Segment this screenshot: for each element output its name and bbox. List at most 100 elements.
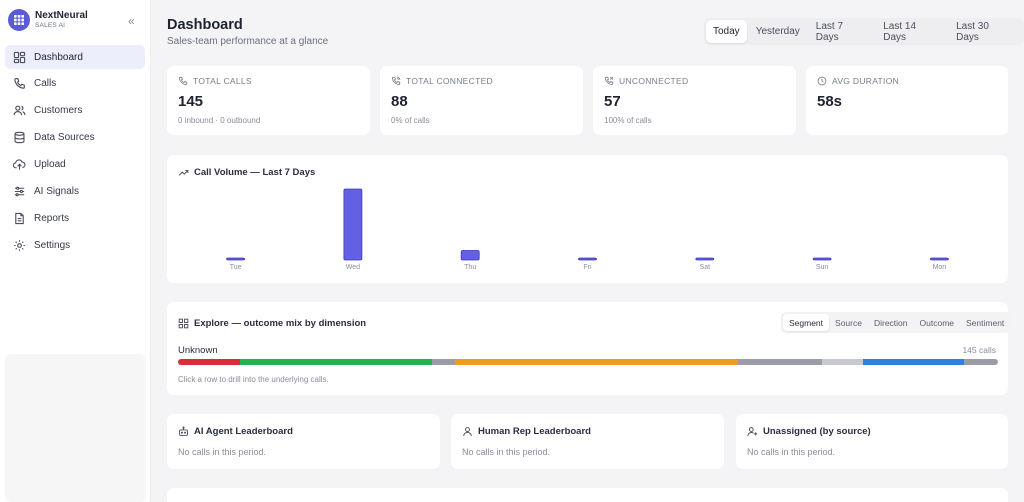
stat-label: TOTAL CALLS bbox=[193, 76, 252, 86]
bar-wed[interactable] bbox=[343, 188, 363, 261]
bar-thu[interactable] bbox=[460, 250, 480, 261]
report-icon bbox=[13, 212, 26, 225]
tab-yesterday[interactable]: Yesterday bbox=[755, 26, 800, 37]
sidebar-item-label: Upload bbox=[34, 159, 66, 171]
empty-state: No calls in this period. bbox=[747, 447, 836, 457]
leaderboard-title: AI Agent Leaderboard bbox=[194, 426, 293, 437]
phone-missed-icon bbox=[604, 76, 614, 86]
mix-segment[interactable] bbox=[822, 359, 863, 365]
user-plus-icon bbox=[747, 427, 758, 436]
x-tick-label: Tue bbox=[230, 264, 242, 271]
stat-card-total-connected[interactable]: TOTAL CONNECTED 88 0% of calls bbox=[380, 66, 583, 135]
stat-card-total-calls[interactable]: TOTAL CALLS 145 0 inbound · 0 outbound bbox=[167, 66, 370, 135]
sidebar-item-customers[interactable]: Customers bbox=[5, 99, 145, 123]
stat-note: 0 inbound · 0 outbound bbox=[178, 116, 261, 125]
mix-row-label[interactable]: Unknown bbox=[178, 345, 218, 356]
sidebar-item-data-sources[interactable]: Data Sources bbox=[5, 126, 145, 150]
stat-value: 58s bbox=[817, 93, 843, 110]
bar-sat[interactable] bbox=[695, 257, 715, 261]
empty-state: No calls in this period. bbox=[178, 447, 267, 457]
stat-label: UNCONNECTED bbox=[619, 76, 689, 86]
sidebar-item-ai-signals[interactable]: AI Signals bbox=[5, 179, 145, 203]
call-volume-card: Call Volume — Last 7 Days Tue Wed Thu Fri Sa… bbox=[167, 155, 1008, 283]
stat-note: 100% of calls bbox=[604, 116, 652, 125]
database-icon bbox=[13, 131, 26, 144]
sidebar-item-dashboard[interactable]: Dashboard bbox=[5, 45, 145, 69]
sidebar-nav: Dashboard Calls Customers Data Sources U… bbox=[5, 45, 145, 260]
gear-icon bbox=[13, 239, 26, 252]
users-icon bbox=[13, 104, 26, 117]
stat-value: 57 bbox=[604, 93, 621, 110]
sidebar-footer-panel bbox=[5, 354, 146, 502]
sidebar-item-label: Customers bbox=[34, 105, 83, 117]
mix-row-count: 145 calls bbox=[962, 345, 996, 355]
tab-today[interactable]: Today bbox=[706, 20, 747, 43]
call-volume-chart: Tue Wed Thu Fri Sat Sun Mon bbox=[226, 188, 949, 271]
stat-note: 0% of calls bbox=[391, 116, 430, 125]
bar-sun[interactable] bbox=[812, 257, 832, 261]
outcome-mix-bar[interactable] bbox=[178, 359, 998, 365]
mix-segment[interactable] bbox=[239, 359, 433, 365]
collapse-sidebar-icon[interactable]: « bbox=[128, 14, 135, 28]
page-title: Dashboard bbox=[167, 17, 243, 33]
unassigned-leaderboard: Unassigned (by source) No calls in this … bbox=[736, 414, 1008, 469]
page-subtitle: Sales-team performance at a glance bbox=[167, 36, 329, 47]
mix-segment[interactable] bbox=[432, 359, 456, 365]
sidebar-item-label: Reports bbox=[34, 212, 70, 224]
leaderboard-title: Human Rep Leaderboard bbox=[478, 426, 591, 437]
mix-segment[interactable] bbox=[862, 359, 965, 365]
phone-icon bbox=[13, 77, 26, 90]
explore-card: Explore — outcome mix by dimension Segme… bbox=[167, 302, 1013, 395]
grid-icon bbox=[178, 318, 189, 329]
tab-last-14-days[interactable]: Last 14 Days bbox=[883, 20, 917, 43]
sidebar-item-reports[interactable]: Reports bbox=[5, 206, 145, 230]
stat-label: TOTAL CONNECTED bbox=[406, 76, 493, 86]
tab-segment[interactable]: Segment bbox=[783, 314, 830, 331]
tab-sentiment[interactable]: Sentiment bbox=[966, 317, 1005, 328]
stat-value: 88 bbox=[391, 93, 408, 110]
mix-segment[interactable] bbox=[455, 359, 739, 365]
user-icon bbox=[463, 427, 472, 436]
dimension-tabs: Segment Source Direction Outcome Sentime… bbox=[781, 312, 1013, 333]
mix-segment[interactable] bbox=[964, 359, 998, 365]
clock-icon bbox=[817, 76, 827, 86]
brand-name: NextNeural bbox=[35, 9, 88, 21]
main-content: Dashboard Sales-team performance at a gl… bbox=[151, 0, 1024, 502]
x-tick-label: Thu bbox=[464, 264, 476, 271]
bar-tue[interactable] bbox=[226, 257, 245, 261]
tab-last-30-days[interactable]: Last 30 Days bbox=[956, 20, 989, 43]
human-rep-leaderboard: Human Rep Leaderboard No calls in this p… bbox=[451, 414, 724, 469]
call-volume-title: Call Volume — Last 7 Days bbox=[194, 167, 316, 178]
bar-fri[interactable] bbox=[578, 257, 597, 261]
phone-icon bbox=[178, 76, 188, 86]
trend-icon bbox=[178, 170, 189, 176]
stat-card-unconnected[interactable]: UNCONNECTED 57 100% of calls bbox=[593, 66, 796, 135]
mix-segment[interactable] bbox=[738, 359, 823, 365]
sidebar-item-upload[interactable]: Upload bbox=[5, 153, 145, 177]
sidebar-item-label: AI Signals bbox=[34, 185, 80, 197]
dashboard-icon bbox=[13, 51, 26, 64]
sidebar-item-settings[interactable]: Settings bbox=[5, 233, 145, 257]
stat-label: AVG DURATION bbox=[832, 76, 900, 86]
tab-last-7-days[interactable]: Last 7 Days bbox=[815, 20, 844, 43]
brand[interactable]: NextNeural SALES AI bbox=[8, 9, 88, 31]
x-tick-label: Wed bbox=[346, 264, 360, 271]
bar-mon[interactable] bbox=[930, 257, 949, 261]
x-tick-label: Fri bbox=[583, 264, 592, 271]
empty-state: No calls in this period. bbox=[462, 447, 551, 457]
x-tick-label: Mon bbox=[933, 264, 947, 271]
explore-title: Explore — outcome mix by dimension bbox=[194, 318, 367, 329]
brand-logo-icon bbox=[8, 9, 30, 31]
ai-agent-leaderboard: AI Agent Leaderboard No calls in this pe… bbox=[167, 414, 440, 469]
tab-outcome[interactable]: Outcome bbox=[919, 317, 955, 328]
tab-source[interactable]: Source bbox=[835, 317, 862, 328]
mix-segment[interactable] bbox=[178, 359, 240, 365]
x-tick-label: Sat bbox=[700, 264, 711, 271]
stat-card-avg-duration[interactable]: AVG DURATION 58s bbox=[806, 66, 1008, 135]
date-range-tabs: Today Yesterday Last 7 Days Last 14 Days… bbox=[704, 18, 1024, 45]
tab-direction[interactable]: Direction bbox=[873, 317, 908, 328]
sidebar: NextNeural SALES AI « Dashboard Calls Cu… bbox=[0, 0, 151, 502]
sidebar-item-label: Settings bbox=[34, 239, 71, 251]
sidebar-item-calls[interactable]: Calls bbox=[5, 72, 145, 96]
brand-subtitle: SALES AI bbox=[35, 21, 66, 29]
